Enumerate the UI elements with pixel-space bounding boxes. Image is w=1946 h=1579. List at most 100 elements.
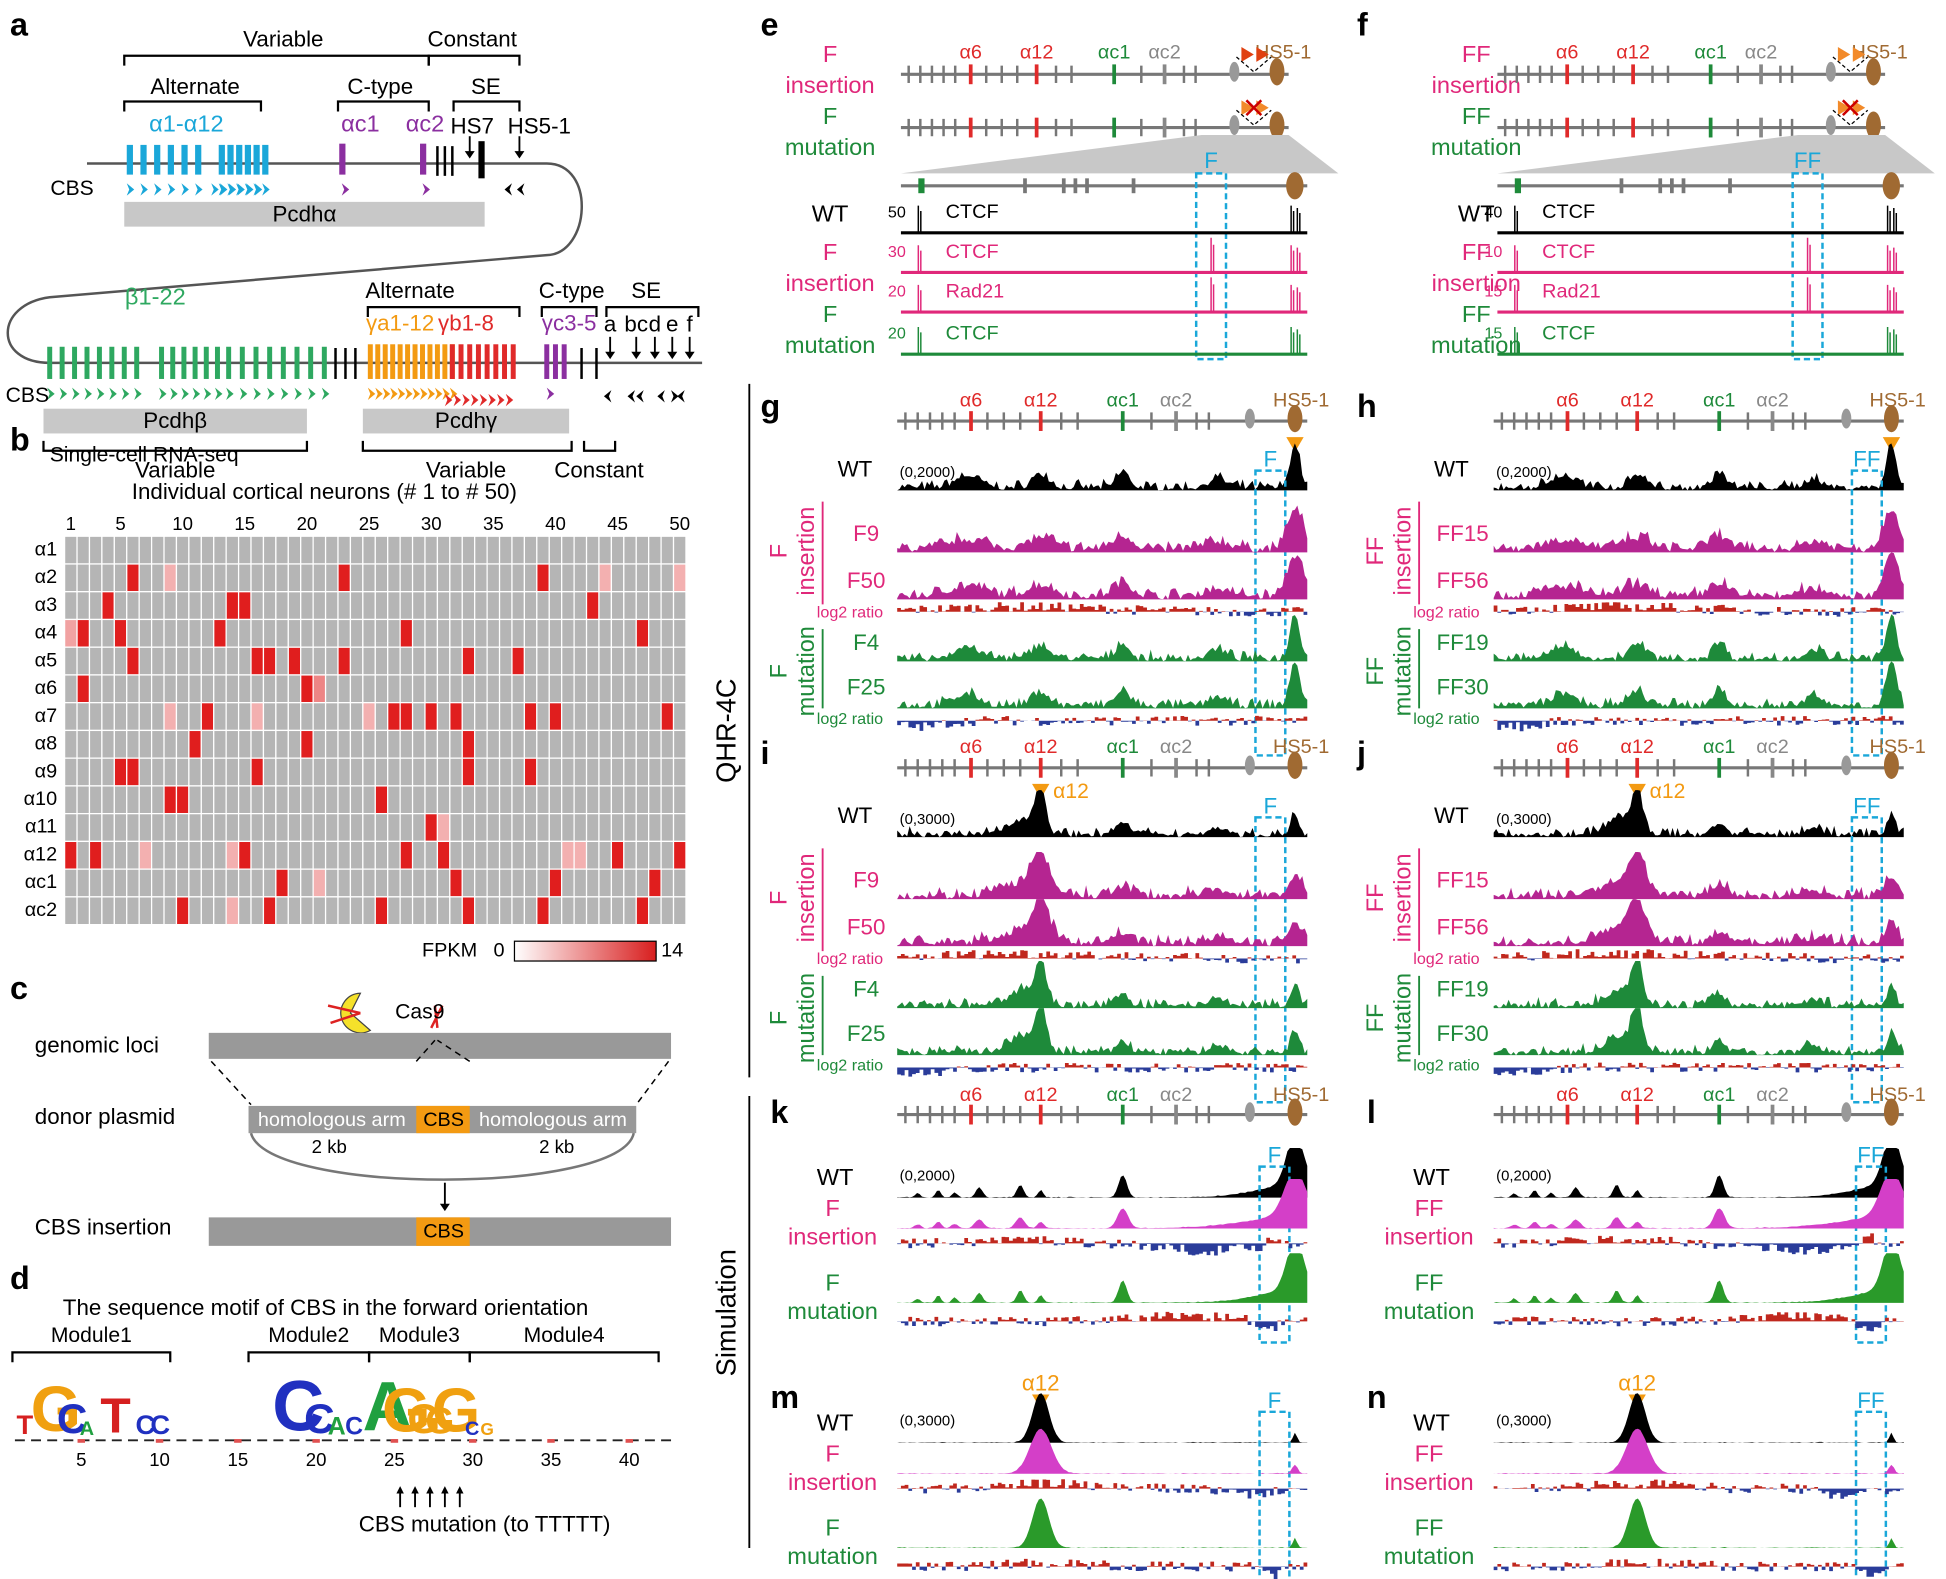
- heatmap-cell: [213, 563, 227, 593]
- heatmap-cell: [474, 868, 488, 898]
- heatmap-cell: [287, 702, 302, 732]
- x-tick: 15: [227, 1449, 248, 1470]
- panel-label: c: [10, 970, 28, 1006]
- label: donor plasmid: [35, 1104, 175, 1129]
- cbs-arrow: [677, 390, 685, 403]
- label: F: [825, 1440, 839, 1466]
- rect: [280, 346, 286, 379]
- gene-label: αc1: [1107, 1084, 1139, 1106]
- heatmap-cell: [387, 674, 401, 704]
- panel-label: g: [761, 388, 781, 424]
- heatmap-cell: [237, 646, 252, 676]
- heatmap-cell: [672, 729, 687, 759]
- heatmap-cell: [474, 840, 488, 870]
- line: [415, 1039, 436, 1062]
- heatmap-cell: [648, 813, 662, 843]
- heatmap-cell: [523, 757, 538, 787]
- heatmap-cell: [213, 535, 227, 565]
- track: [1493, 1498, 1904, 1549]
- track: [897, 1253, 1308, 1303]
- gene-label: α12: [1020, 42, 1054, 64]
- heatmap-cell: [461, 729, 476, 759]
- rect: [510, 344, 516, 379]
- arrow-head: [441, 1486, 449, 1494]
- track-peak: [1893, 247, 1898, 273]
- site-box: [1854, 1165, 1888, 1344]
- heatmap-cell: [250, 591, 265, 621]
- rect: [226, 346, 232, 379]
- label: (0,3000): [1496, 812, 1552, 828]
- heatmap-cell: [138, 896, 153, 926]
- track-peak: [917, 284, 922, 313]
- logo-letter: G: [382, 1376, 430, 1445]
- heatmap-cell: [113, 702, 128, 732]
- heatmap-cell: [349, 840, 364, 870]
- heatmap-cell: [101, 840, 115, 870]
- heatmap-cell: [88, 729, 103, 759]
- track: [897, 1148, 1308, 1198]
- heatmap-cell: [63, 729, 78, 759]
- heatmap-cell: [163, 618, 178, 648]
- track-scale: 30: [888, 243, 906, 261]
- heatmap-cell: [598, 618, 613, 648]
- track-peak: [1514, 245, 1519, 273]
- heatmap-cell: [225, 729, 240, 759]
- track: [1493, 1253, 1904, 1303]
- heatmap-cell: [324, 757, 339, 787]
- heatmap-cell: [461, 674, 476, 704]
- heatmap-cell: [585, 840, 600, 870]
- rect: [552, 344, 558, 379]
- heatmap-cell: [63, 785, 78, 815]
- label: γa1-12: [366, 310, 434, 335]
- heatmap-cell: [287, 785, 302, 815]
- heatmap-cell: [498, 757, 513, 787]
- heatmap-cell: [411, 646, 426, 676]
- hs5-1-element: [1286, 172, 1304, 200]
- heatmap-cell: [672, 840, 687, 870]
- heatmap-cell: [312, 591, 327, 621]
- cbs-arrow: [134, 387, 142, 401]
- heatmap-cell: [300, 896, 314, 926]
- heatmap-cell: [424, 618, 439, 648]
- rect: [449, 344, 455, 379]
- heatmap-cell: [660, 757, 675, 787]
- heatmap-cell: [126, 840, 140, 870]
- ratio-up: [897, 1558, 1308, 1567]
- heatmap-cell: [324, 813, 339, 843]
- heatmap-cell: [672, 535, 687, 565]
- rect: [468, 1439, 477, 1443]
- x-tick: 20: [306, 1449, 327, 1470]
- heatmap-cell: [275, 646, 289, 676]
- heatmap-cell: [88, 702, 103, 732]
- ratio-down: [1497, 1488, 1904, 1499]
- rect: [475, 344, 481, 379]
- track-name: CTCF: [1542, 323, 1595, 345]
- heatmap-cell: [598, 896, 613, 926]
- ratio-up: [1493, 949, 1904, 959]
- heatmap-cell: [411, 591, 426, 621]
- heatmap-cell: [113, 840, 128, 870]
- heatmap-cell: [536, 535, 550, 565]
- label: F: [1204, 148, 1218, 173]
- heatmap-cell: [536, 868, 550, 898]
- x-tick: 40: [619, 1449, 640, 1470]
- heatmap-cell: [623, 618, 637, 648]
- gene-label: αc1: [1694, 42, 1726, 64]
- rect: [154, 144, 161, 175]
- heatmap-cell: [88, 646, 103, 676]
- heatmap-cell: [474, 591, 488, 621]
- heatmap-cell: [362, 618, 376, 648]
- heatmap-cell: [399, 840, 414, 870]
- cbs-arrow: [488, 393, 496, 407]
- label: Alternate: [150, 74, 239, 99]
- heatmap-cell: [498, 813, 513, 843]
- mutation-cross: [1245, 99, 1263, 117]
- heatmap-cell: [498, 785, 513, 815]
- cbs-arrow: [671, 390, 679, 403]
- label: α1-α12: [149, 110, 224, 136]
- ratio-up: [1493, 1479, 1878, 1489]
- heatmap-cell: [101, 868, 115, 898]
- heatmap-cell: [188, 813, 202, 843]
- label: β1-22: [125, 284, 186, 310]
- track: [1493, 1393, 1904, 1443]
